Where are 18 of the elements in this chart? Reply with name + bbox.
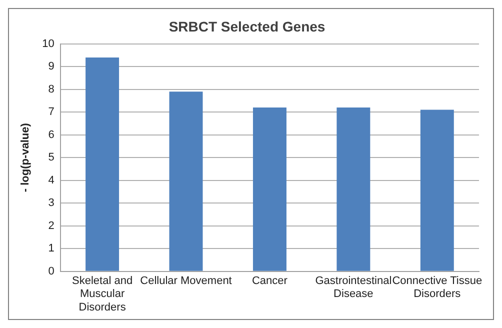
x-tick-label: Skeletal and Muscular Disorders [72, 275, 133, 314]
y-tick-label: 5 [48, 152, 54, 164]
y-tick-label: 7 [48, 106, 54, 118]
y-tick-label: 4 [48, 174, 54, 186]
y-tick-label: 6 [48, 128, 54, 141]
y-tick-label: 1 [48, 242, 54, 255]
x-tick-label: Gastrointestinal Disease [315, 275, 392, 300]
y-tick-label: 9 [48, 60, 54, 73]
x-tick-label: Cancer [252, 275, 288, 288]
x-tick-label: Cellular Movement [140, 275, 232, 288]
y-tick-label: 2 [48, 220, 54, 232]
x-tick-label: Connective Tissue Disorders [392, 275, 482, 300]
y-tick-label: 3 [48, 197, 54, 210]
y-tick-label: 0 [48, 265, 54, 278]
y-tick-label: 8 [48, 83, 54, 96]
y-tick-label: 10 [42, 38, 54, 50]
chart-title: SRBCT Selected Genes [168, 18, 326, 34]
y-axis-title: - log(p-value) [20, 122, 32, 192]
